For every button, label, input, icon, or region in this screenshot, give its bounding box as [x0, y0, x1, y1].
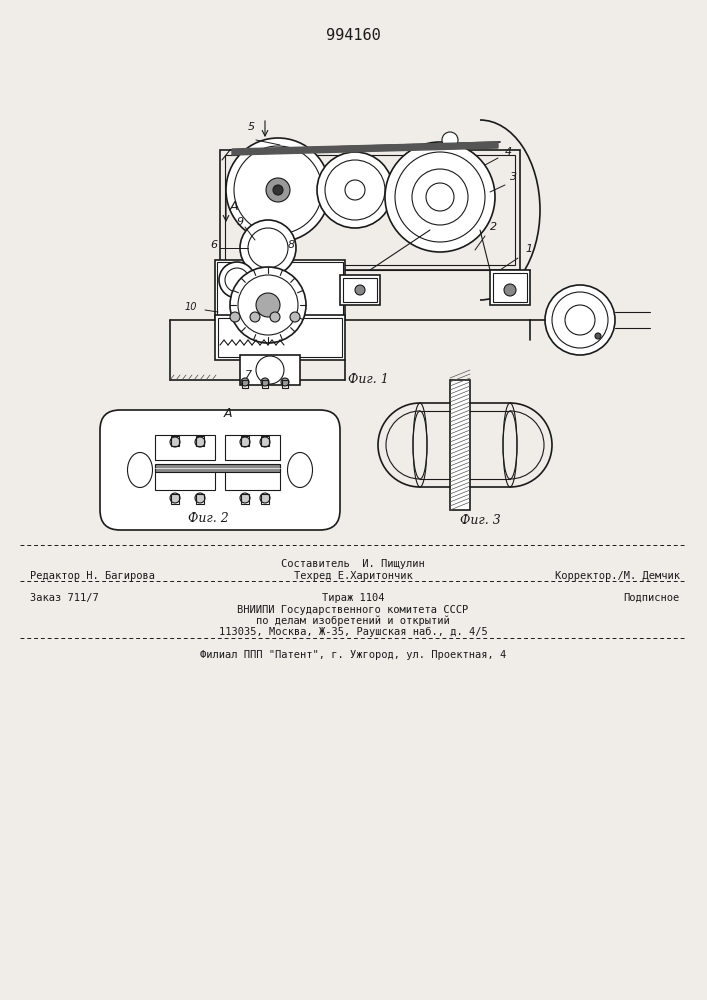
Bar [261, 494, 269, 504]
Text: Составитель  И. Пищулин: Составитель И. Пищулин [281, 559, 425, 569]
Bar [225, 155, 515, 265]
Text: Подписное: Подписное [624, 593, 680, 603]
Circle shape [266, 178, 290, 202]
Bar [343, 278, 377, 302]
Bar [241, 436, 249, 446]
Bar [242, 380, 248, 388]
Bar [490, 270, 530, 305]
Circle shape [595, 333, 601, 339]
Text: A: A [230, 200, 238, 213]
Text: 113035, Москва, Ж-35, Раушская наб., д. 4/5: 113035, Москва, Ж-35, Раушская наб., д. … [218, 627, 487, 637]
Text: 5: 5 [248, 122, 255, 132]
Circle shape [240, 437, 250, 447]
Text: Редактор Н. Багирова: Редактор Н. Багирова [30, 571, 155, 581]
Circle shape [504, 284, 516, 296]
Bar [171, 436, 179, 446]
Circle shape [260, 437, 270, 447]
Text: 7: 7 [245, 370, 252, 380]
Polygon shape [232, 142, 498, 155]
Text: 2: 2 [490, 222, 497, 232]
Text: 10: 10 [185, 302, 197, 312]
Circle shape [240, 493, 250, 503]
Circle shape [412, 169, 468, 225]
Text: по делам изобретений и открытий: по делам изобретений и открытий [256, 616, 450, 626]
Bar [225, 465, 280, 490]
Bar [215, 315, 345, 360]
Bar [493, 273, 527, 302]
Circle shape [260, 493, 270, 503]
Bar [196, 494, 204, 504]
Text: 6: 6 [210, 240, 217, 250]
Bar [340, 275, 380, 305]
Bar [282, 380, 288, 388]
Text: 1: 1 [525, 244, 532, 254]
Bar [171, 494, 179, 504]
Circle shape [219, 262, 255, 298]
Bar [218, 318, 342, 357]
Bar [196, 436, 204, 446]
Text: Тираж 1104: Тираж 1104 [322, 593, 384, 603]
Text: Фиг. 3: Фиг. 3 [460, 514, 501, 527]
Circle shape [230, 267, 306, 343]
Bar [217, 262, 343, 318]
Text: Фиг. 1: Фиг. 1 [348, 373, 388, 386]
Text: Заказ 711/7: Заказ 711/7 [30, 593, 99, 603]
Text: 3: 3 [510, 172, 517, 182]
Bar [220, 150, 520, 270]
Bar [450, 380, 470, 510]
Text: Фиг. 2: Фиг. 2 [187, 512, 228, 525]
Circle shape [240, 220, 296, 276]
Circle shape [273, 185, 283, 195]
Text: ВНИИПИ Государственного комитета СССР: ВНИИПИ Государственного комитета СССР [238, 605, 469, 615]
Circle shape [261, 378, 269, 386]
Circle shape [170, 493, 180, 503]
Circle shape [195, 437, 205, 447]
FancyBboxPatch shape [100, 410, 340, 530]
Circle shape [170, 437, 180, 447]
Bar [225, 435, 280, 460]
Bar [261, 436, 269, 446]
Text: Техред Е.Харитончик: Техред Е.Харитончик [293, 571, 412, 581]
Bar [155, 464, 280, 472]
Circle shape [317, 152, 393, 228]
Bar [215, 260, 345, 320]
Bar [240, 355, 300, 385]
Circle shape [355, 285, 365, 295]
Circle shape [226, 138, 330, 242]
Bar [241, 494, 249, 504]
Circle shape [270, 312, 280, 322]
Text: 4: 4 [505, 147, 512, 157]
Circle shape [195, 493, 205, 503]
Text: A: A [223, 407, 233, 420]
Text: 8: 8 [288, 240, 295, 250]
Bar [262, 380, 268, 388]
Circle shape [250, 312, 260, 322]
Circle shape [442, 132, 458, 148]
Circle shape [241, 378, 249, 386]
Circle shape [345, 180, 365, 200]
Bar [155, 465, 215, 490]
Circle shape [230, 312, 240, 322]
Circle shape [545, 285, 615, 355]
Bar [155, 435, 215, 460]
Text: 9: 9 [237, 217, 244, 227]
Circle shape [256, 293, 280, 317]
Circle shape [290, 312, 300, 322]
Circle shape [281, 378, 289, 386]
Text: Корректор./М. Демчик: Корректор./М. Демчик [555, 571, 680, 581]
Circle shape [385, 142, 495, 252]
Text: Филиал ППП "Патент", г. Ужгород, ул. Проектная, 4: Филиал ППП "Патент", г. Ужгород, ул. Про… [200, 650, 506, 660]
Text: 994160: 994160 [326, 27, 380, 42]
